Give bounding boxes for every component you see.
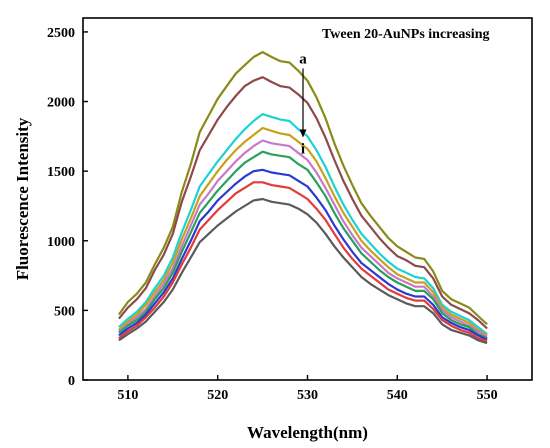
y-axis-title: Fluorescence Intensity (13, 117, 32, 280)
arrow-end-label: i (301, 142, 305, 158)
series-line-8 (118, 181, 488, 343)
arrow-start-label: a (299, 51, 307, 67)
y-tick-label: 1000 (47, 235, 75, 250)
x-tick-label: 530 (297, 388, 318, 403)
x-tick-label: 550 (477, 388, 498, 403)
arrowhead-icon (299, 129, 307, 138)
y-tick-label: 2500 (47, 26, 75, 41)
x-tick-label: 540 (387, 388, 408, 403)
series-layer (118, 50, 488, 345)
series-line-5 (118, 139, 488, 338)
series-line-6 (118, 150, 488, 340)
series-line-9 (118, 197, 488, 345)
annotation-text: Tween 20-AuNPs increasing (322, 27, 489, 42)
series-line-7 (118, 168, 488, 341)
x-tick-label: 510 (117, 388, 138, 403)
x-axis-title: Wavelength(nm) (247, 423, 368, 442)
x-tick-label: 520 (207, 388, 228, 403)
y-tick-label: 2000 (47, 96, 75, 111)
series-line-4 (118, 126, 488, 337)
axis-ticks: 510 520 530 540 550 0 500 1000 1500 2000 2500 (47, 26, 498, 403)
annotation-group: Tween 20-AuNPs increasing a i (299, 27, 489, 158)
y-tick-label: 1500 (47, 165, 75, 180)
y-tick-label: 500 (54, 304, 75, 319)
y-tick-label: 0 (68, 374, 75, 389)
